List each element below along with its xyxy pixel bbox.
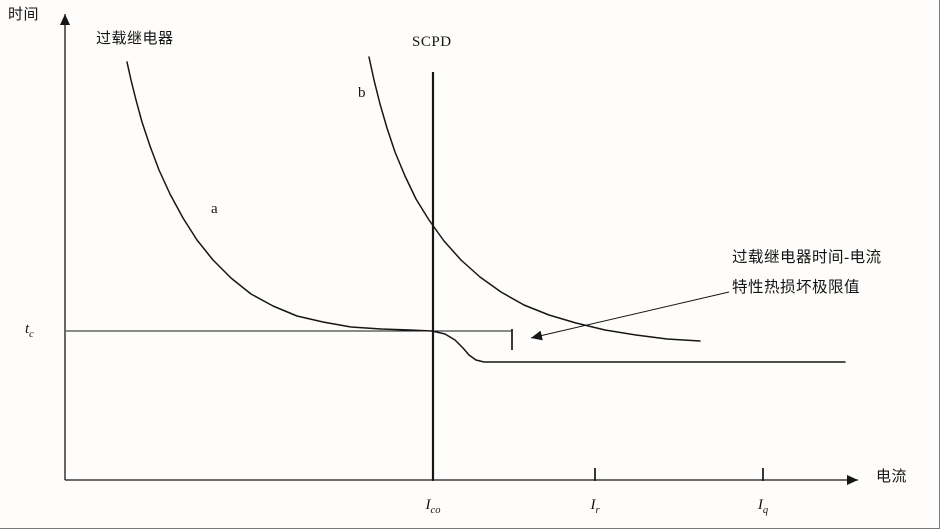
overload-relay-label: 过载继电器 [96, 31, 174, 47]
tc-label: tc [25, 321, 34, 340]
x-tick-label-ico: Ico [425, 497, 441, 516]
y-axis-label: 时间 [8, 7, 40, 23]
annotation-line-2: 特性热损坏极限值 [732, 279, 861, 296]
curve-b-label: b [358, 85, 366, 101]
x-axis-label: 电流 [876, 469, 908, 485]
curve-a-label: a [211, 201, 219, 217]
x-tick-label-ir: Ir [590, 497, 600, 516]
x-tick-label-iq: Iq [757, 497, 769, 516]
annotation-line-1: 过载继电器时间-电流 [732, 249, 882, 266]
scpd-label: SCPD [412, 34, 452, 50]
